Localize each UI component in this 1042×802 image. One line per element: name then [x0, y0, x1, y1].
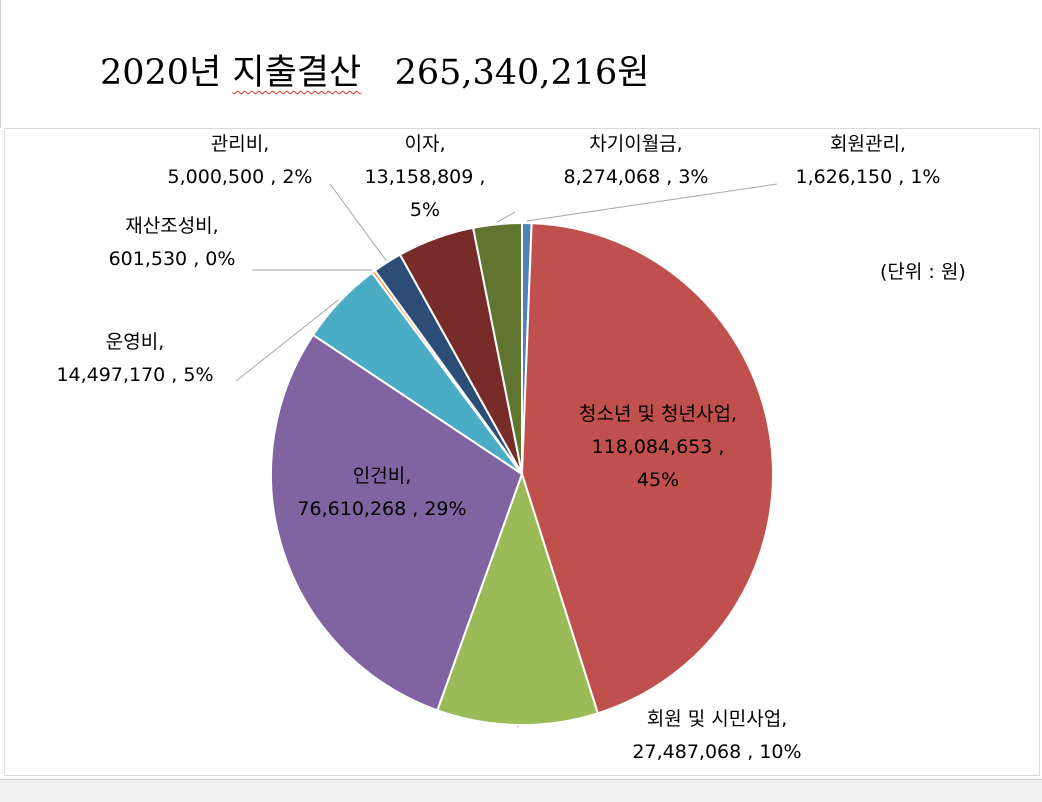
document-area: 2020년 지출결산 265,340,216원 — [0, 0, 1042, 128]
slice-label-name: 차기이월금, — [589, 133, 682, 155]
slice-label-value: 45% — [637, 469, 679, 491]
slice-label-value: 8,274,068 , 3% — [564, 166, 709, 188]
slice-label-value: 118,084,653 , — [592, 436, 725, 458]
slice-label-name: 운영비, — [106, 331, 164, 353]
slice-label-name: 재산조성비, — [125, 215, 218, 237]
pie-slice[interactable] — [436, 470, 600, 726]
unit-note: (단위 : 원) — [880, 261, 966, 283]
title-word: 지출결산 — [232, 53, 362, 93]
slice-label-value: 76,610,268 , 29% — [297, 498, 466, 520]
pie-slice[interactable] — [520, 222, 774, 715]
slice-label-name: 이자, — [405, 133, 446, 155]
slice-label-value: 5% — [410, 199, 440, 221]
leader-lines — [235, 183, 778, 728]
slice-label-value: 13,158,809 , — [365, 166, 486, 188]
pie-slice[interactable] — [471, 221, 523, 475]
leader-line — [329, 183, 387, 261]
pie-slices — [270, 221, 774, 726]
leader-line — [235, 299, 339, 382]
horizontal-scrollbar[interactable] — [0, 779, 1042, 802]
page-title: 2020년 지출결산 265,340,216원 — [100, 44, 649, 95]
slice-label-name: 관리비, — [211, 133, 269, 155]
slice-label-value: 27,487,068 , 10% — [632, 741, 801, 763]
page-edge — [0, 0, 1, 128]
slice-label-value: 1,626,150 , 1% — [796, 166, 941, 188]
title-amount: 265,340,216원 — [361, 53, 650, 93]
leader-line — [526, 183, 778, 222]
slice-label-value: 14,497,170 , 5% — [56, 364, 213, 386]
slice-label-name: 청소년 및 청년사업, — [579, 403, 737, 425]
slice-labels: 회원관리, 1,626,150 , 1% 청소년 및 청년사업, 118,084,65… — [56, 133, 940, 763]
title-year: 2020년 — [100, 53, 233, 93]
slice-label-name: 인건비, — [353, 465, 411, 487]
pie-slice[interactable] — [270, 333, 524, 712]
slice-label-name: 회원 및 시민사업, — [647, 708, 787, 730]
leader-line — [497, 211, 516, 223]
slice-label-value: 601,530 , 0% — [109, 248, 236, 270]
leader-line — [433, 236, 436, 239]
slice-label-value: 5,000,500 , 2% — [168, 166, 313, 188]
slice-label-name: 회원관리, — [830, 133, 906, 155]
